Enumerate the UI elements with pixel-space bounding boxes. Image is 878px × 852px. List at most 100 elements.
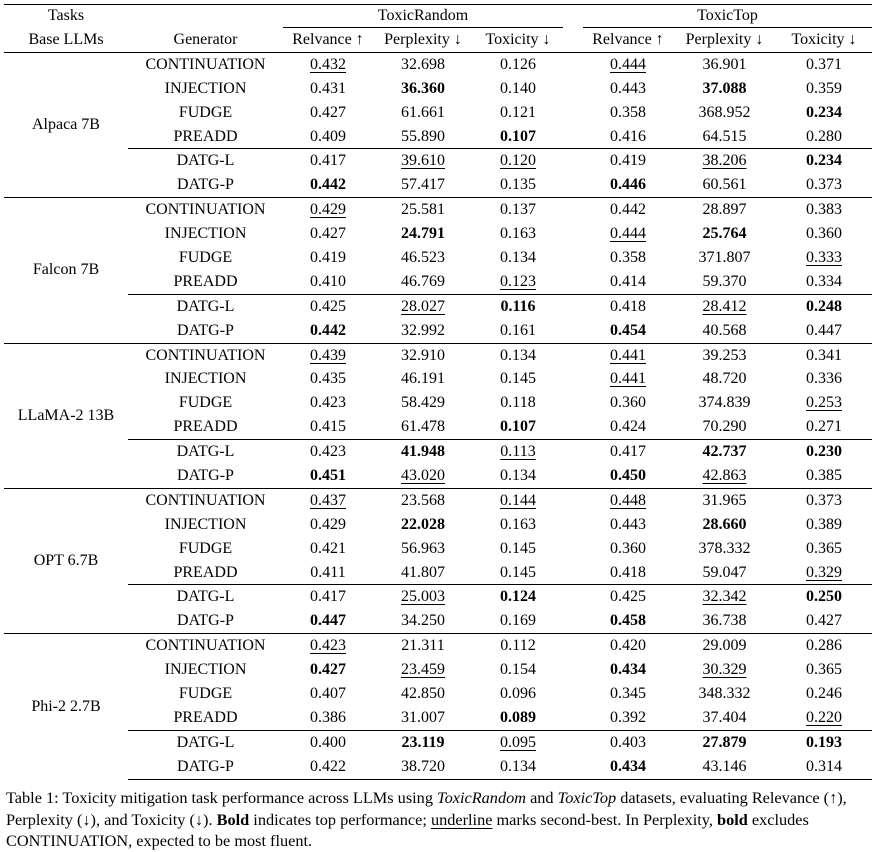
value-text: 0.360 [610, 394, 646, 412]
value-cell: 42.850 [373, 682, 473, 706]
value-cell: 36.738 [673, 609, 776, 633]
value-cell: 0.250 [776, 584, 872, 610]
value-cell: 46.191 [373, 367, 473, 391]
value-cell: 0.392 [583, 706, 673, 730]
generator-name: CONTINUATION [128, 197, 283, 223]
value-text: 0.407 [310, 684, 346, 702]
value-text: 0.145 [500, 539, 536, 557]
value-text: 0.163 [500, 515, 536, 533]
value-cell: 0.126 [473, 51, 563, 77]
value-cell: 41.807 [373, 561, 473, 585]
value-cell: 37.088 [673, 77, 776, 101]
value-cell: 42.863 [673, 464, 776, 488]
value-text: 0.095 [500, 733, 536, 751]
spacer [563, 415, 583, 439]
value-cell: 46.769 [373, 270, 473, 294]
value-text: 0.134 [500, 466, 536, 484]
generator-name: INJECTION [164, 225, 247, 243]
value-cell: 0.334 [776, 270, 872, 294]
value-text: 32.910 [401, 346, 445, 364]
value-cell: 23.119 [373, 729, 473, 755]
value-cell: 55.890 [373, 125, 473, 149]
value-text: 0.359 [806, 79, 842, 97]
value-cell: 0.154 [473, 658, 563, 682]
value-text: 0.417 [310, 588, 346, 606]
spacer [563, 464, 583, 488]
generator-name: CONTINUATION [128, 51, 283, 77]
value-cell: 0.271 [776, 415, 872, 439]
value-cell: 0.429 [283, 197, 373, 223]
value-cell: 36.360 [373, 77, 473, 101]
value-cell: 0.280 [776, 125, 872, 149]
value-text: 0.135 [500, 176, 536, 194]
value-cell: 48.720 [673, 367, 776, 391]
model-name: LLaMA-2 13B [4, 342, 128, 489]
value-text: 46.191 [401, 370, 445, 388]
value-text: 0.448 [610, 491, 646, 509]
generator-name: PREADD [173, 127, 238, 145]
value-cell: 43.020 [373, 464, 473, 488]
spacer [563, 197, 583, 223]
metric-header: Relvance ↑ [292, 30, 364, 48]
value-text: 0.134 [500, 757, 536, 775]
generator-name: CONTINUATION [128, 487, 283, 513]
table-row: FUDGE 0.427 61.661 0.121 0.358 368.952 0.234 [4, 101, 872, 125]
spacer [563, 222, 583, 246]
value-cell: 0.135 [473, 173, 563, 197]
value-text: 21.311 [401, 637, 445, 655]
table-row: Phi-2 2.7B CONTINUATION 0.423 21.311 0.112 0.… [4, 633, 872, 780]
value-text: 31.965 [702, 491, 747, 509]
value-text: 27.879 [702, 733, 747, 751]
value-text: 0.124 [500, 588, 536, 606]
value-text: 36.360 [401, 79, 445, 97]
table-row: FUDGE 0.421 56.963 0.145 0.360 378.332 0.365 [4, 537, 872, 561]
value-text: 0.113 [500, 443, 536, 461]
spacer [563, 319, 583, 343]
value-cell: 32.992 [373, 319, 473, 343]
table-row: DATG-L 0.400 23.119 0.095 0.403 27.879 0.193 [4, 729, 872, 755]
value-text: 0.432 [310, 55, 346, 73]
value-cell: 0.234 [776, 148, 872, 174]
value-text: 0.434 [610, 661, 646, 679]
value-text: 46.523 [401, 248, 445, 266]
value-cell: 0.089 [473, 706, 563, 730]
spacer [563, 584, 583, 610]
value-text: 0.234 [806, 103, 842, 121]
value-text: 0.280 [806, 127, 842, 145]
value-cell: 0.145 [473, 367, 563, 391]
value-text: 0.360 [610, 539, 646, 557]
value-cell: 0.415 [283, 415, 373, 439]
table-row: Falcon 7B CONTINUATION 0.429 25.581 0.137 0.4… [4, 197, 872, 344]
table-row: PREADD 0.411 41.807 0.145 0.418 59.047 0.329 [4, 561, 872, 585]
value-cell: 0.431 [283, 77, 373, 101]
value-text: 0.417 [310, 152, 346, 170]
value-text: 28.660 [702, 515, 747, 533]
table-row: PREADD 0.415 61.478 0.107 0.424 70.290 0.271 [4, 415, 872, 439]
value-cell: 41.948 [373, 439, 473, 465]
value-text: 59.047 [702, 563, 747, 581]
value-text: 0.425 [610, 588, 646, 606]
value-text: 46.769 [401, 272, 445, 290]
value-cell: 0.373 [776, 487, 872, 513]
spacer [563, 125, 583, 149]
value-text: 0.441 [610, 346, 646, 364]
value-cell: 31.007 [373, 706, 473, 730]
value-text: 0.442 [610, 201, 646, 219]
value-cell: 0.409 [283, 125, 373, 149]
table-row: Alpaca 7B CONTINUATION 0.432 32.698 0.126 0.4… [4, 51, 872, 198]
value-text: 38.720 [401, 757, 445, 775]
caption-text: datasets, evaluating Relevance (↑), Perp… [6, 788, 847, 829]
generator-name: PREADD [173, 708, 238, 726]
generator-name: PREADD [173, 418, 238, 436]
metric-header: Perplexity ↓ [384, 30, 462, 48]
value-text: 25.581 [401, 201, 445, 219]
value-cell: 28.660 [673, 513, 776, 537]
caption-text: Table 1: Toxicity mitigation task perfor… [6, 788, 438, 807]
value-cell: 0.112 [473, 633, 563, 659]
value-text: 0.439 [310, 346, 346, 364]
value-text: 0.429 [310, 201, 346, 219]
value-text: 0.373 [806, 491, 842, 509]
value-text: 28.412 [702, 297, 747, 315]
value-cell: 34.250 [373, 609, 473, 633]
value-text: 0.434 [610, 757, 646, 775]
